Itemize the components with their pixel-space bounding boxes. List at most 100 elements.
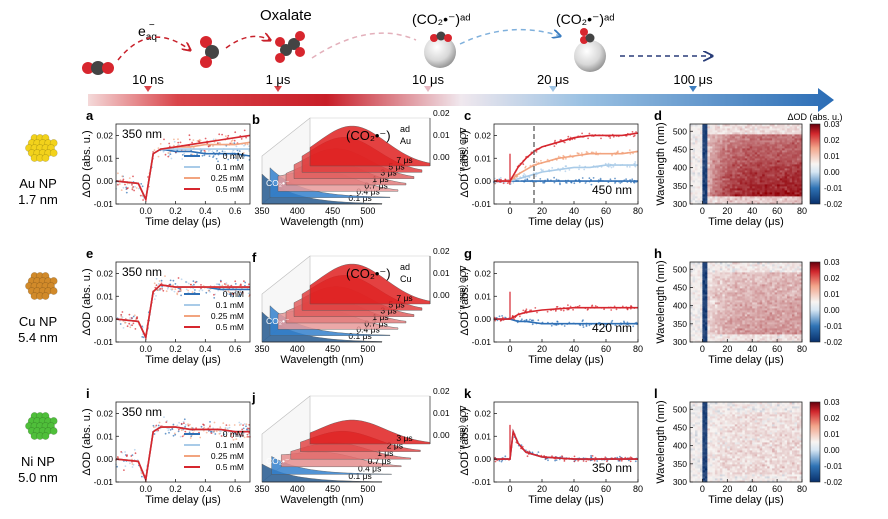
heatmap-cell — [719, 176, 723, 179]
heatmap-cell — [767, 332, 771, 335]
heatmap-cell — [782, 274, 785, 277]
heatmap-cell — [717, 144, 721, 147]
heatmap-cell — [797, 318, 800, 321]
heatmap-cell — [717, 270, 721, 273]
heatmap-cell — [734, 134, 738, 137]
heatmap-cell — [767, 284, 771, 287]
heatmap-cell — [752, 174, 756, 177]
heatmap-cell — [782, 292, 785, 295]
delay-label: 0.4 μs — [356, 325, 379, 335]
data-point — [166, 287, 169, 290]
heatmap-cell — [719, 300, 723, 303]
heatmap-cell — [794, 310, 798, 313]
heatmap-cell — [734, 184, 738, 187]
heatmap-cell — [707, 148, 711, 151]
heatmap-cell — [722, 336, 726, 339]
heatmap-cell — [789, 316, 793, 319]
heatmap-cell — [734, 328, 738, 331]
heatmap-cell — [700, 282, 703, 285]
heatmap-cell — [695, 126, 698, 129]
data-point — [563, 325, 566, 327]
heatmap-cell — [714, 188, 718, 191]
heatmap-cell — [732, 312, 736, 315]
heatmap-cell — [767, 174, 771, 177]
heatmap-cell — [732, 162, 736, 165]
time-label-4: 20 μs — [537, 72, 570, 87]
heatmap-cell — [757, 278, 761, 281]
heatmap-cell — [712, 316, 716, 319]
heatmap-cell — [697, 184, 701, 187]
heatmap-cell — [794, 314, 798, 317]
heatmap-cell — [782, 308, 785, 311]
heatmap-cell — [777, 164, 780, 167]
heatmap-cell — [767, 272, 771, 275]
heatmap-cell — [782, 316, 785, 319]
heatmap-cell — [704, 338, 708, 341]
heatmap-cell — [712, 266, 716, 269]
heatmap-cell — [797, 198, 800, 201]
heatmap-cell — [762, 290, 766, 293]
heatmap-cell — [779, 264, 783, 267]
heatmap-cell — [774, 284, 778, 287]
heatmap-cell — [729, 128, 733, 131]
heatmap-cell — [739, 198, 743, 201]
heatmap-cell — [752, 280, 756, 283]
heatmap-cell — [742, 170, 746, 173]
heatmap-cell — [777, 268, 780, 271]
heatmap-cell — [702, 176, 706, 179]
heatmap-cell — [777, 144, 780, 147]
data-point — [162, 289, 165, 292]
legend-label: 0.25 mM — [211, 173, 244, 183]
heatmap-cell — [709, 276, 713, 279]
heatmap-cell — [747, 304, 751, 307]
heatmap-cell — [700, 194, 703, 197]
heatmap-cell — [732, 278, 736, 281]
heatmap-cell — [744, 318, 748, 321]
nanoparticle-atom — [41, 432, 50, 440]
heatmap-cell — [774, 148, 778, 151]
axis-frame — [689, 123, 803, 205]
heatmap-cell — [724, 136, 728, 139]
heatmap-cell — [794, 308, 798, 311]
heatmap-cell — [712, 300, 716, 303]
heatmap-cell — [704, 308, 708, 311]
heatmap-cell — [737, 168, 741, 171]
heatmap-cell — [797, 296, 800, 299]
heatmap-cell — [752, 338, 756, 341]
heatmap-cell — [782, 326, 785, 329]
heatmap-cell — [724, 134, 728, 137]
heatmap-cell — [772, 170, 775, 173]
heatmap-cell — [729, 166, 733, 169]
heatmap-cell — [779, 262, 783, 265]
heatmap-cell — [792, 136, 795, 139]
heatmap-cell — [692, 270, 696, 273]
heatmap-cell — [712, 156, 716, 159]
heatmap-cell — [792, 292, 795, 295]
heatmap-cell — [757, 134, 761, 137]
data-point — [185, 288, 188, 291]
heatmap-cell — [782, 296, 785, 299]
heatmap-cell — [777, 158, 780, 161]
heatmap-cell — [757, 170, 761, 173]
heatmap-cell — [700, 326, 703, 329]
heatmap-cell — [777, 332, 780, 335]
heatmap-cell — [717, 314, 721, 317]
heatmap-cell — [767, 124, 771, 127]
heatmap-cell — [789, 134, 793, 137]
heatmap-cell — [709, 190, 713, 193]
heatmap-cell — [757, 150, 761, 153]
heatmap-cell — [762, 164, 766, 167]
heatmap-cell — [722, 170, 726, 173]
heatmap-cell — [690, 170, 693, 173]
heatmap-cell — [714, 164, 718, 167]
heatmap-cell — [734, 298, 738, 301]
heatmap-cell — [727, 294, 731, 297]
data-point — [531, 319, 533, 322]
data-point — [615, 308, 618, 311]
heatmap-cell — [789, 288, 793, 291]
heatmap-cell — [727, 134, 731, 137]
heatmap-cell — [782, 278, 785, 281]
heatmap-cell — [700, 314, 703, 317]
heatmap-cell — [794, 304, 798, 307]
heatmap-cell — [732, 316, 736, 319]
